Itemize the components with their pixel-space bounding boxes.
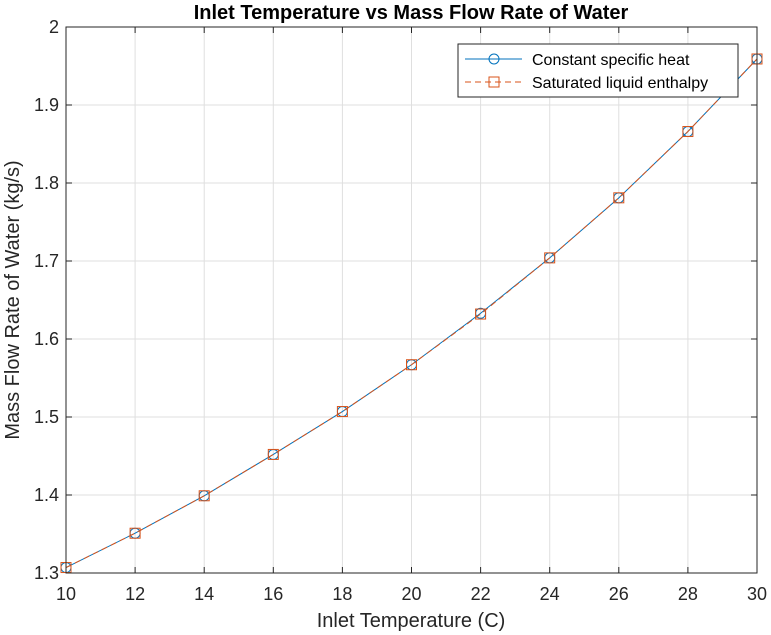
- ticks: 10 12 14 16 18 20 22 24 26 28 30 1.3 1.4 1.5 1.6 1.7 1.8…: [34, 17, 767, 604]
- data-point-saturated-liquid-enthalpy: [267, 448, 279, 460]
- y-tick-label: 1.4: [34, 485, 59, 505]
- y-tick-label: 1.6: [34, 329, 59, 349]
- x-tick-label: 24: [540, 584, 560, 604]
- chart-title: Inlet Temperature vs Mass Flow Rate of W…: [194, 2, 629, 24]
- x-axis-label: Inlet Temperature (C): [317, 610, 506, 632]
- x-tick-label: 20: [401, 584, 421, 604]
- y-tick-label: 1.7: [34, 251, 59, 271]
- data-point-saturated-liquid-enthalpy: [544, 252, 556, 264]
- data-point-saturated-liquid-enthalpy: [613, 192, 625, 204]
- x-tick-label: 30: [747, 584, 767, 604]
- x-tick-label: 12: [125, 584, 145, 604]
- y-tick-label: 1.3: [34, 563, 59, 583]
- legend-label-constant-specific-heat: Constant specific heat: [532, 52, 690, 69]
- data-point-saturated-liquid-enthalpy: [336, 406, 348, 418]
- x-tick-label: 26: [609, 584, 629, 604]
- series-line-saturated-liquid-enthalpy: [65, 58, 758, 568]
- legend-marker-square: [488, 76, 500, 88]
- data-point-saturated-liquid-enthalpy: [129, 527, 141, 539]
- x-tick-label: 28: [678, 584, 698, 604]
- y-tick-label: 1.8: [34, 173, 59, 193]
- x-tick-label: 10: [56, 584, 76, 604]
- x-tick-label: 18: [332, 584, 352, 604]
- legend-box: [457, 43, 739, 98]
- legend-marker-circle: [488, 53, 500, 65]
- legend-label-saturated-liquid-enthalpy: Saturated liquid enthalpy: [532, 75, 708, 92]
- data-point-saturated-liquid-enthalpy: [406, 359, 417, 371]
- y-tick-label: 2: [49, 17, 59, 37]
- data-point-saturated-liquid-enthalpy: [475, 308, 487, 320]
- y-axis-label: Mass Flow Rate of Water (kg/s): [2, 160, 24, 439]
- x-tick-label: 14: [194, 584, 214, 604]
- legend: Constant specific heat Saturated liquid …: [457, 43, 739, 98]
- y-tick-label: 1.5: [34, 407, 59, 427]
- series-layer: [60, 53, 763, 574]
- data-point-saturated-liquid-enthalpy: [198, 490, 210, 502]
- x-tick-label: 16: [263, 584, 283, 604]
- x-tick-label: 22: [471, 584, 491, 604]
- data-point-saturated-liquid-enthalpy: [682, 126, 694, 138]
- y-tick-label: 1.9: [34, 95, 59, 115]
